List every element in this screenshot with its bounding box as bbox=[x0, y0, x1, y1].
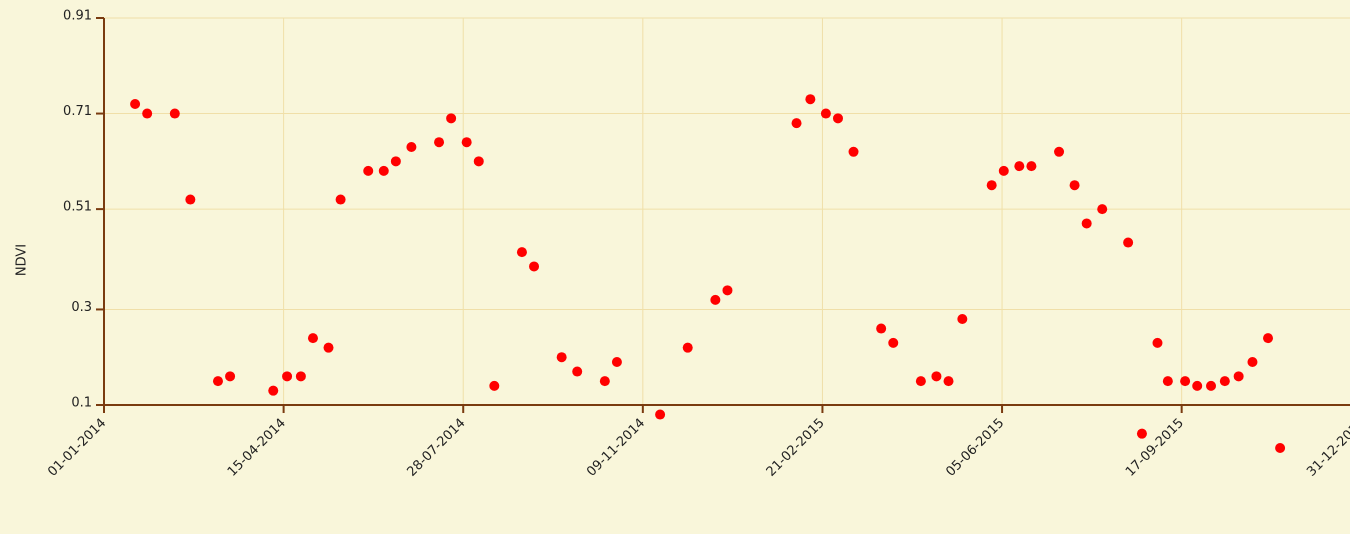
point bbox=[1192, 380, 1203, 391]
point bbox=[722, 285, 733, 296]
point bbox=[599, 376, 610, 387]
point bbox=[805, 94, 816, 105]
point bbox=[390, 156, 401, 167]
point bbox=[378, 165, 389, 176]
point bbox=[611, 357, 622, 367]
point bbox=[710, 294, 721, 305]
point bbox=[1180, 376, 1191, 387]
point bbox=[1081, 218, 1092, 229]
point bbox=[1069, 180, 1080, 191]
point bbox=[1014, 161, 1025, 172]
point bbox=[169, 108, 180, 119]
y-tick-label: 0.91 bbox=[63, 9, 92, 24]
point bbox=[212, 376, 223, 387]
point bbox=[1054, 146, 1065, 157]
point bbox=[323, 342, 334, 353]
point bbox=[461, 137, 472, 148]
y-tick-label: 0.51 bbox=[63, 200, 92, 215]
y-axis-label: NDVI bbox=[15, 244, 30, 276]
point bbox=[307, 333, 318, 344]
point bbox=[888, 337, 899, 348]
point bbox=[1162, 376, 1173, 387]
point bbox=[986, 180, 997, 191]
point bbox=[957, 314, 968, 324]
point bbox=[915, 376, 926, 387]
point bbox=[1136, 428, 1147, 439]
point bbox=[473, 156, 484, 167]
point bbox=[943, 376, 954, 387]
point bbox=[489, 380, 500, 391]
point bbox=[820, 108, 831, 119]
point bbox=[556, 352, 567, 363]
point bbox=[1219, 376, 1230, 387]
point bbox=[335, 194, 346, 205]
point bbox=[446, 113, 457, 124]
point bbox=[268, 385, 279, 396]
point bbox=[295, 371, 306, 382]
point bbox=[1123, 237, 1134, 248]
point bbox=[1152, 337, 1163, 348]
point bbox=[682, 342, 693, 353]
point bbox=[931, 371, 942, 382]
point bbox=[1263, 333, 1274, 344]
point bbox=[1247, 357, 1258, 367]
point bbox=[434, 137, 445, 148]
point bbox=[998, 165, 1009, 176]
point bbox=[832, 113, 843, 124]
point bbox=[876, 323, 887, 334]
point bbox=[363, 165, 374, 176]
point bbox=[1206, 380, 1217, 391]
point bbox=[1026, 161, 1037, 172]
point bbox=[529, 261, 540, 272]
point bbox=[1275, 443, 1286, 453]
point bbox=[791, 118, 802, 129]
point bbox=[406, 142, 417, 152]
y-tick-label: 0.3 bbox=[71, 300, 92, 315]
point bbox=[130, 99, 141, 109]
point bbox=[282, 371, 293, 382]
y-tick-label: 0.71 bbox=[63, 104, 92, 119]
point bbox=[848, 146, 859, 157]
point bbox=[516, 247, 527, 258]
point bbox=[142, 108, 153, 119]
y-tick-label: 0.1 bbox=[71, 396, 92, 411]
point bbox=[225, 371, 236, 382]
point bbox=[655, 409, 666, 420]
point bbox=[1233, 371, 1244, 382]
point bbox=[185, 194, 196, 205]
point bbox=[1097, 204, 1108, 215]
point bbox=[572, 366, 583, 377]
